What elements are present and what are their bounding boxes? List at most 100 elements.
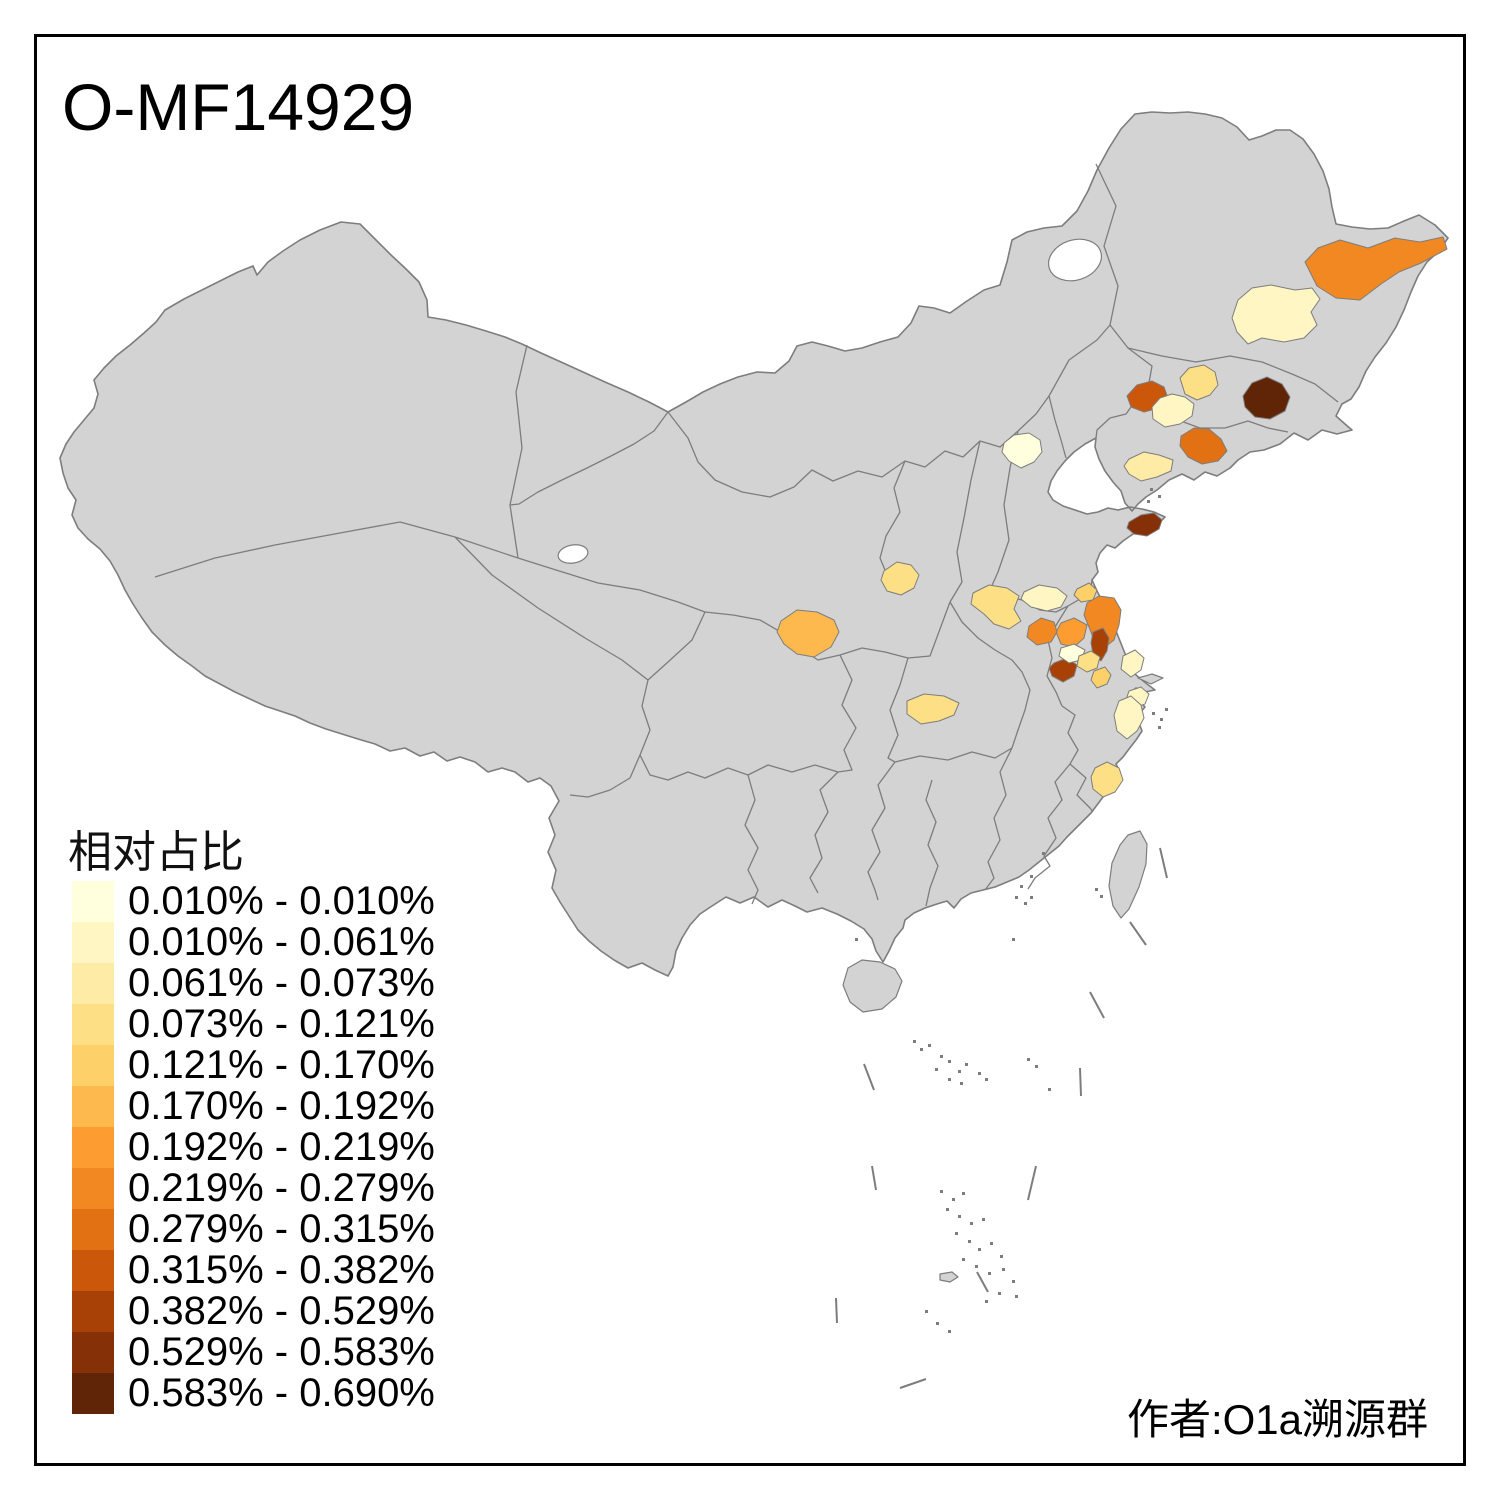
islet-speck: [965, 1063, 968, 1066]
province-border: [879, 460, 906, 571]
map-region: [1090, 627, 1110, 662]
province-border: [1046, 605, 1069, 707]
legend-swatch: [72, 1127, 114, 1168]
sea-boundary-dash: [1129, 921, 1147, 946]
islet-speck: [1095, 888, 1098, 891]
islet-speck: [1015, 896, 1018, 899]
legend-item: 0.073% - 0.121%: [72, 1002, 435, 1046]
legend-item: 0.382% - 0.529%: [72, 1289, 435, 1333]
islet-speck: [940, 1190, 943, 1193]
map-region: [1055, 617, 1088, 648]
map-region: [1113, 695, 1145, 740]
map-region: [1242, 376, 1291, 420]
legend-swatch: [72, 1373, 114, 1414]
islet-speck: [985, 1078, 988, 1081]
province-border: [1061, 705, 1079, 765]
islet-speck: [948, 1060, 951, 1063]
map-region: [1090, 666, 1112, 689]
sea-boundary-dash: [1027, 1165, 1037, 1201]
legend-item: 0.010% - 0.010%: [72, 879, 435, 923]
islet-speck: [958, 1070, 961, 1073]
map-region: [1123, 451, 1174, 482]
islet-speck: [935, 1068, 938, 1071]
islet-speck: [978, 1072, 981, 1075]
sea-boundary-dash: [835, 1297, 838, 1324]
islet-speck: [1012, 1280, 1015, 1283]
islet-speck: [1150, 488, 1153, 491]
legend-swatch: [72, 1168, 114, 1209]
islet-speck: [985, 1300, 988, 1303]
islet-speck: [1042, 852, 1045, 855]
map-region: [1026, 617, 1058, 646]
legend-swatch: [72, 963, 114, 1004]
map-region: [906, 693, 960, 725]
map-region: [1120, 649, 1145, 678]
legend-label: 0.583% - 0.690%: [128, 1371, 435, 1415]
mainland-outline: [59, 111, 1449, 977]
legend-item: 0.583% - 0.690%: [72, 1371, 435, 1415]
province-border: [894, 747, 1013, 763]
legend-label: 0.219% - 0.279%: [128, 1166, 435, 1210]
islet-speck: [1035, 1065, 1038, 1068]
legend-item: 0.529% - 0.583%: [72, 1330, 435, 1374]
islet-speck: [1015, 1295, 1018, 1298]
province-border: [1027, 763, 1071, 890]
province-border: [887, 657, 909, 763]
island: [1137, 673, 1164, 685]
legend-label: 0.529% - 0.583%: [128, 1330, 435, 1374]
sea-boundary-dash: [1089, 991, 1105, 1019]
sea-boundary-dash: [976, 1271, 989, 1293]
province-border: [1095, 163, 1119, 326]
map-region: [880, 561, 920, 596]
map-region: [1179, 364, 1219, 401]
legend-label: 0.279% - 0.315%: [128, 1207, 435, 1251]
legend-label: 0.061% - 0.073%: [128, 961, 435, 1005]
islet-speck: [962, 1192, 965, 1195]
islet-speck: [952, 1198, 955, 1201]
legend-swatch: [72, 1250, 114, 1291]
province-border: [569, 679, 651, 798]
legend-swatch: [72, 1332, 114, 1373]
province-border: [809, 771, 839, 894]
islet-speck: [988, 1272, 991, 1275]
province-border: [517, 557, 706, 613]
legend-swatch: [72, 1004, 114, 1045]
province-border: [925, 779, 939, 907]
islet-speck: [1147, 500, 1150, 503]
legend-item: 0.170% - 0.192%: [72, 1084, 435, 1128]
legend-swatch: [72, 881, 114, 922]
sea-boundary-dash: [1159, 847, 1168, 879]
legend-item: 0.061% - 0.073%: [72, 961, 435, 1005]
legend-label: 0.382% - 0.529%: [128, 1289, 435, 1333]
figure-frame: [34, 34, 1466, 1466]
islet-speck: [998, 1292, 1001, 1295]
sea-boundary-dash: [871, 1165, 877, 1191]
islet-speck: [955, 1232, 958, 1235]
province-border: [744, 774, 759, 905]
map-region: [970, 584, 1022, 630]
province-border: [867, 761, 896, 901]
sea-boundary-dash: [1079, 1067, 1082, 1097]
islet-speck: [975, 1265, 978, 1268]
islet-speck: [1012, 938, 1015, 941]
legend-label: 0.073% - 0.121%: [128, 1002, 435, 1046]
islet-speck: [1100, 895, 1103, 898]
islet-speck: [948, 1330, 951, 1333]
map-region: [1090, 761, 1124, 798]
lake: [1047, 238, 1103, 282]
islet-speck: [970, 1222, 973, 1225]
province-border: [984, 747, 1013, 891]
legend-item: 0.219% - 0.279%: [72, 1166, 435, 1210]
islet-speck: [968, 1240, 971, 1243]
province-border: [837, 654, 857, 773]
islet-speck: [1152, 712, 1155, 715]
islet-speck: [946, 1208, 949, 1211]
author-credit: 作者:O1a溯源群: [1126, 1396, 1428, 1443]
map-region: [1179, 427, 1228, 465]
province-border: [1069, 763, 1094, 813]
islet-speck: [1020, 885, 1023, 888]
province-border: [949, 440, 981, 603]
map-region: [776, 609, 840, 658]
legend-label: 0.170% - 0.192%: [128, 1084, 435, 1128]
